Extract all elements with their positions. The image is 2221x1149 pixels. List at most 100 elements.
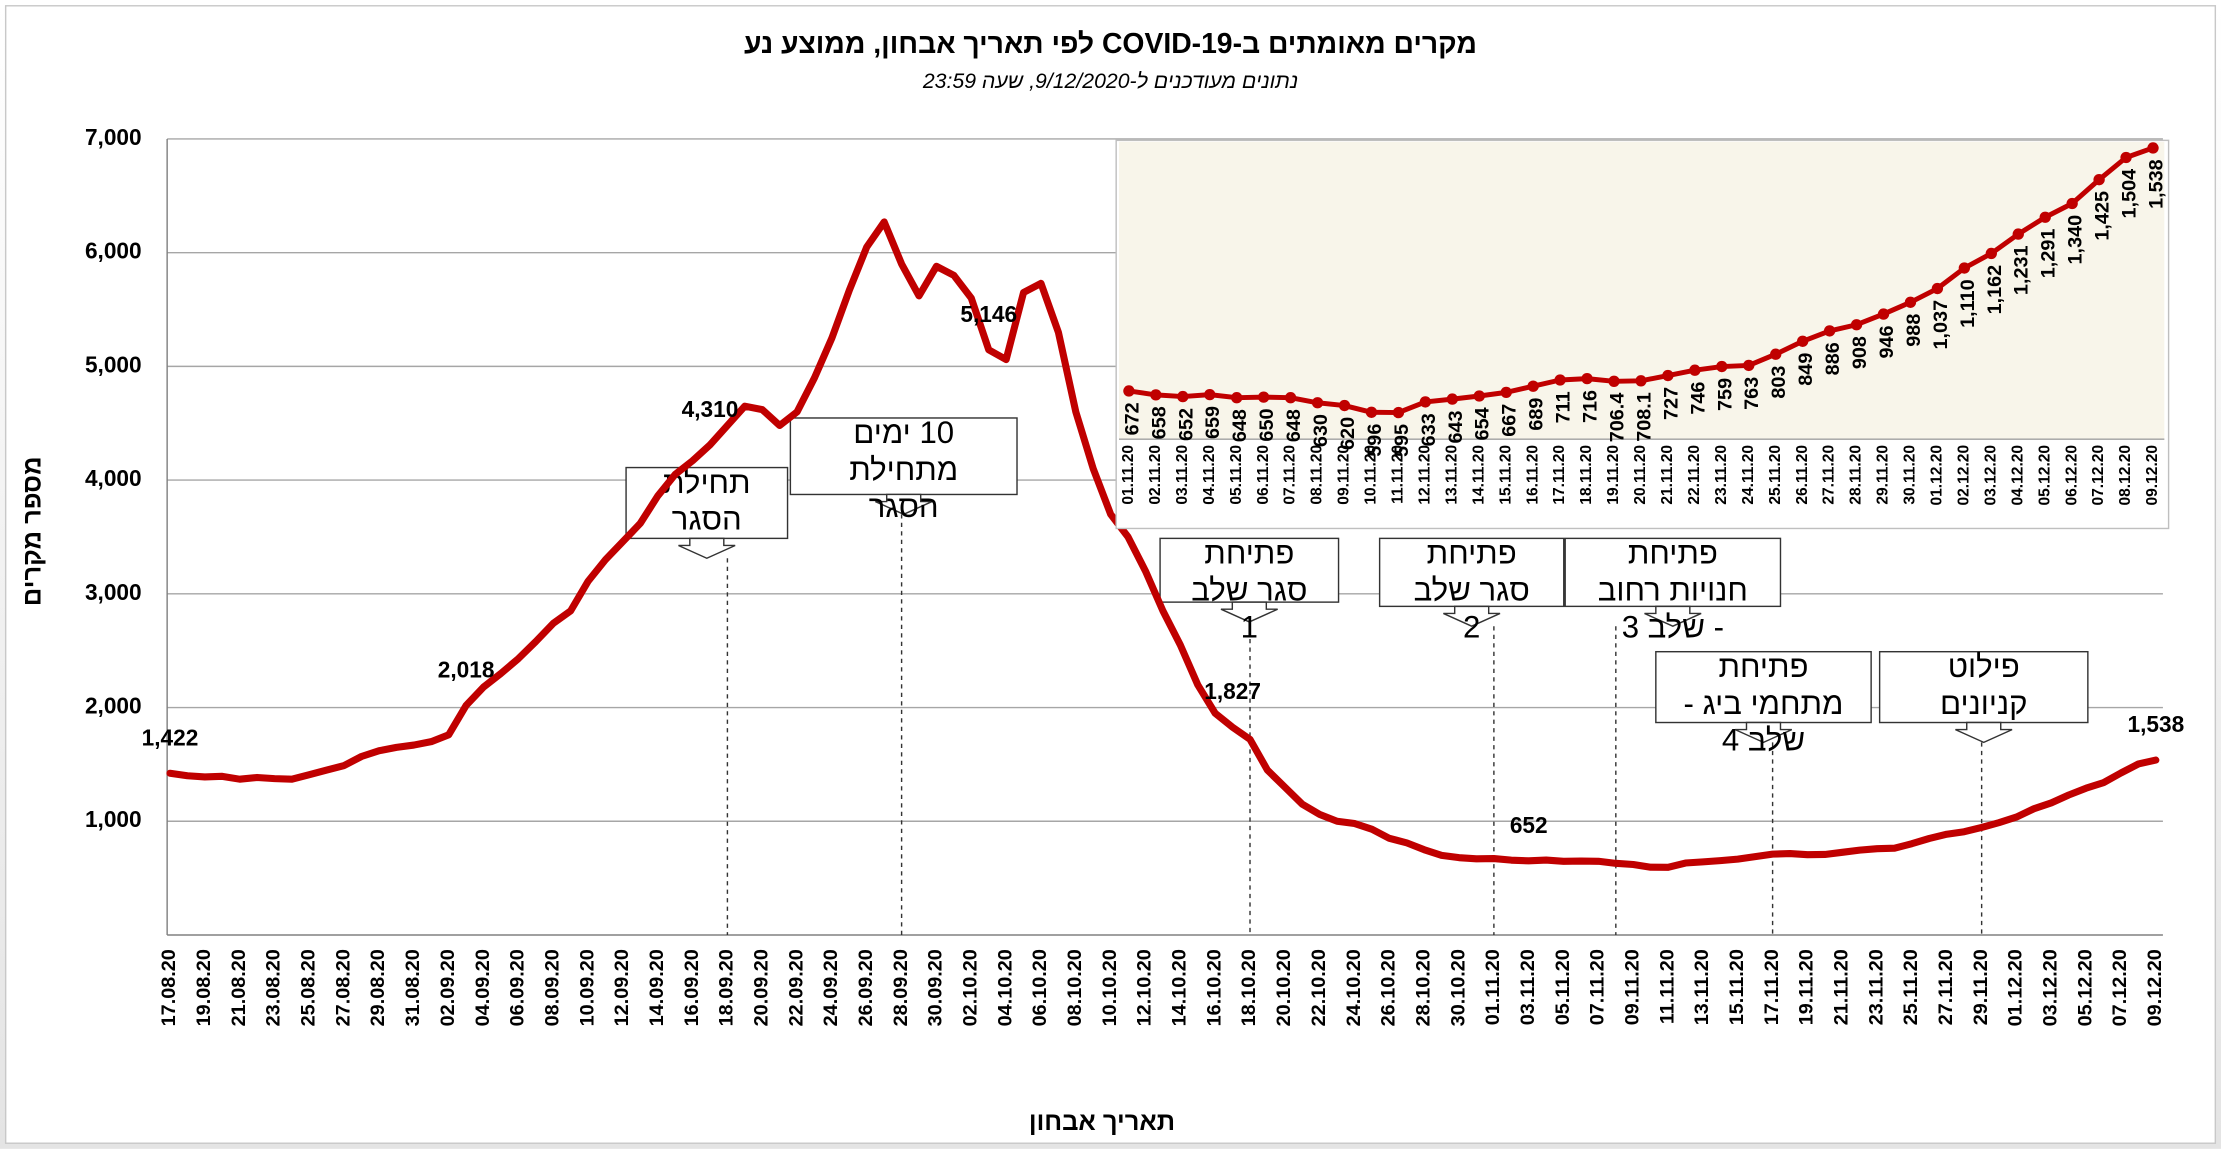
x-tick-label: 22.10.20 (1308, 949, 1330, 1026)
inset-x-tick-label: 08.11.20 (1309, 445, 1326, 505)
inset-x-tick-label: 22.11.20 (1686, 445, 1703, 505)
x-tick-label: 17.08.20 (158, 949, 180, 1026)
inset-x-tick-label: 18.11.20 (1578, 445, 1595, 505)
inset-data-label: 711 (1553, 391, 1575, 423)
inset-data-label: 1,037 (1930, 300, 1952, 350)
annotation-text: 2 (1463, 609, 1480, 644)
x-tick-label: 19.11.20 (1796, 949, 1818, 1025)
data-label: 1,827 (1204, 678, 1261, 704)
x-tick-label: 14.10.20 (1169, 949, 1191, 1026)
chart-subtitle: נתונים מעודכנים ל-9/12/2020, שעה 23:59 (922, 69, 1298, 93)
annotation-text: הסגר (672, 502, 742, 537)
inset-point (2066, 197, 2078, 210)
inset-data-label: 633 (1418, 413, 1440, 446)
data-label: 1,422 (142, 724, 199, 750)
annotation-text: פתיחת (1204, 536, 1294, 571)
inset-x-tick-label: 21.11.20 (1659, 445, 1676, 505)
x-tick-label: 01.12.20 (2005, 949, 2027, 1026)
inset-x-tick-label: 06.12.20 (2063, 445, 2080, 506)
inset-x-tick-label: 03.11.20 (1174, 445, 1191, 505)
inset-data-label: 654 (1472, 407, 1494, 440)
inset-point (1500, 386, 1512, 399)
inset-point (1338, 399, 1351, 412)
inset-data-label: 759 (1714, 378, 1736, 411)
inset-data-label: 658 (1148, 406, 1170, 439)
inset-point (1554, 374, 1566, 386)
inset-plot (1118, 141, 2165, 440)
x-tick-label: 25.08.20 (298, 949, 320, 1026)
inset-point (1958, 262, 1971, 274)
inset-data-label: 1,340 (2065, 215, 2087, 265)
inset-x-tick-label: 29.11.20 (1875, 445, 1892, 505)
x-tick-label: 25.11.20 (1900, 949, 1922, 1025)
y-tick-label: 2,000 (85, 693, 142, 719)
inset-x-tick-label: 04.12.20 (2009, 445, 2026, 506)
inset-x-tick-label: 30.11.20 (1902, 445, 1919, 505)
inset-x-tick-label: 01.11.20 (1120, 445, 1137, 505)
inset-x-tick-label: 15.11.20 (1497, 445, 1514, 505)
x-tick-label: 19.08.20 (193, 949, 215, 1026)
x-tick-label: 02.10.20 (960, 949, 982, 1026)
inset-x-tick-label: 26.11.20 (1794, 445, 1811, 505)
inset-point (2012, 228, 2024, 240)
annotation-text: - שלב 3 (1622, 609, 1724, 644)
inset-data-label: 849 (1795, 353, 1817, 386)
x-tick-label: 30.09.20 (925, 949, 947, 1026)
annotation-box (1655, 650, 1872, 724)
inset-data-label: 946 (1876, 325, 1898, 358)
inset-data-label: 803 (1768, 366, 1790, 399)
x-tick-label: 14.09.20 (646, 949, 668, 1026)
x-tick-label: 09.12.20 (2144, 949, 2166, 1026)
inset-point (1150, 389, 1162, 401)
inset-data-label: 652 (1175, 408, 1197, 441)
inset-data-label: 1,110 (1957, 279, 1979, 328)
inset-data-label: 667 (1499, 404, 1521, 437)
x-tick-label: 10.09.20 (576, 949, 598, 1026)
inset-x-tick-label: 07.12.20 (2090, 445, 2107, 506)
inset-x-tick-label: 11.11.20 (1390, 445, 1407, 504)
inset-x-tick-label: 06.11.20 (1255, 445, 1272, 505)
inset-x-tick-label: 14.11.20 (1470, 445, 1487, 505)
inset-x-tick-label: 10.11.20 (1363, 445, 1380, 505)
x-tick-label: 05.11.20 (1552, 949, 1574, 1025)
x-tick-label: 01.11.20 (1482, 949, 1504, 1025)
x-tick-label: 16.09.20 (681, 949, 703, 1026)
x-tick-label: 26.10.20 (1378, 949, 1400, 1026)
x-tick-label: 26.09.20 (855, 949, 877, 1026)
inset-point (2147, 142, 2159, 154)
chart-title: מקרים מאומתים ב-COVID-19 לפי תאריך אבחון… (744, 28, 1477, 60)
inset-point (1473, 390, 1485, 402)
inset-data-label: 620 (1337, 417, 1359, 450)
inset-x-tick-label: 05.11.20 (1228, 445, 1245, 505)
y-tick-label: 6,000 (85, 238, 142, 264)
x-tick-label: 31.08.20 (402, 949, 424, 1026)
x-tick-label: 02.09.20 (437, 949, 459, 1026)
data-label: 5,146 (960, 301, 1017, 327)
x-tick-label: 23.08.20 (263, 949, 285, 1026)
data-label: 2,018 (438, 656, 495, 682)
x-tick-label: 06.09.20 (507, 949, 529, 1026)
x-tick-label: 04.10.20 (994, 949, 1016, 1026)
inset-x-tick-label: 08.12.20 (2117, 445, 2134, 506)
inset-x-tick-label: 27.11.20 (1821, 445, 1838, 505)
y-tick-label: 4,000 (85, 465, 142, 491)
inset-data-label: 650 (1256, 408, 1278, 441)
x-tick-label: 08.10.20 (1064, 949, 1086, 1026)
inset-x-tick-label: 09.12.20 (2144, 445, 2161, 506)
inset-x-tick-label: 02.11.20 (1147, 445, 1164, 505)
x-tick-label: 10.10.20 (1099, 949, 1121, 1026)
y-tick-label: 5,000 (85, 351, 142, 377)
inset-point (1608, 375, 1620, 387)
inset-point (1743, 359, 1755, 372)
inset-point (1419, 396, 1432, 408)
annotation-arrow (875, 493, 933, 516)
inset-x-tick-label: 02.12.20 (1955, 445, 1972, 506)
inset-x-tick-label: 13.11.20 (1443, 445, 1460, 505)
inset-data-label: 596 (1364, 424, 1386, 457)
inset-x-tick-label: 04.11.20 (1201, 445, 1218, 505)
annotation-text: 10 ימים (853, 415, 954, 450)
x-tick-label: 13.11.20 (1691, 949, 1713, 1025)
annotation-arrow (1644, 605, 1702, 627)
annotation-arrow (1734, 721, 1793, 744)
